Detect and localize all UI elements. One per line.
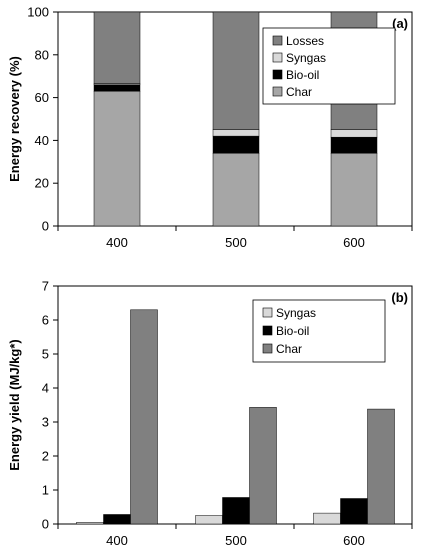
bar-char-500 bbox=[212, 152, 260, 227]
bar-char-600 bbox=[367, 408, 395, 525]
legend-label: Syngas bbox=[286, 51, 326, 65]
legend-swatch bbox=[272, 52, 283, 63]
x-tick-label: 400 bbox=[106, 235, 128, 250]
y-tick-label: 0 bbox=[42, 517, 49, 532]
bar-char-400 bbox=[130, 309, 158, 525]
x-tick-label: 600 bbox=[343, 235, 365, 250]
x-tick-label: 400 bbox=[106, 533, 128, 548]
y-tick-label: 5 bbox=[42, 347, 49, 362]
y-tick-label: 6 bbox=[42, 313, 49, 328]
y-tick-label: 1 bbox=[42, 483, 49, 498]
bar-char-600 bbox=[330, 152, 378, 227]
panel-label: (b) bbox=[391, 290, 408, 305]
legend-label: Bio-oil bbox=[276, 324, 309, 338]
bar-syngas-600 bbox=[313, 512, 341, 525]
y-tick-label: 4 bbox=[42, 381, 49, 396]
legend-swatch bbox=[262, 343, 273, 354]
panel-label: (a) bbox=[392, 16, 408, 31]
legend-label: Bio-oil bbox=[286, 68, 319, 82]
legend-label: Losses bbox=[286, 34, 324, 48]
y-tick-label: 60 bbox=[35, 90, 49, 105]
bar-bio-oil-500 bbox=[222, 497, 250, 525]
legend-label: Syngas bbox=[276, 306, 316, 320]
bar-losses-500 bbox=[212, 11, 260, 130]
x-tick-label: 500 bbox=[225, 235, 247, 250]
bar-syngas-400 bbox=[76, 522, 104, 525]
y-tick-label: 80 bbox=[35, 47, 49, 62]
y-tick-label: 20 bbox=[35, 176, 49, 191]
bar-syngas-600 bbox=[330, 129, 378, 138]
bar-bio-oil-500 bbox=[212, 135, 260, 154]
bar-losses-400 bbox=[93, 11, 141, 84]
y-tick-label: 2 bbox=[42, 449, 49, 464]
bar-bio-oil-600 bbox=[330, 136, 378, 154]
legend-swatch bbox=[262, 325, 273, 336]
y-axis-title: Energy recovery (%) bbox=[7, 56, 22, 182]
y-tick-label: 100 bbox=[27, 5, 49, 20]
y-axis-title: Energy yield (MJ/kg*) bbox=[7, 339, 22, 470]
y-tick-label: 40 bbox=[35, 133, 49, 148]
legend-box bbox=[252, 299, 386, 363]
bar-bio-oil-400 bbox=[93, 84, 141, 92]
x-tick-label: 500 bbox=[225, 533, 247, 548]
bar-bio-oil-400 bbox=[103, 514, 131, 525]
legend-swatch bbox=[272, 86, 283, 97]
bar-char-500 bbox=[249, 407, 277, 525]
chart-energy-recovery: 0 20 40 60 80 100 400 500 600 Energy recovery (%)… bbox=[7, 5, 413, 250]
legend-swatch bbox=[272, 69, 283, 80]
bar-bio-oil-600 bbox=[340, 498, 368, 525]
legend-swatch bbox=[272, 35, 283, 46]
bar-char-400 bbox=[93, 90, 141, 227]
legend-label: Char bbox=[276, 342, 302, 356]
bar-syngas-500 bbox=[195, 515, 223, 525]
x-tick-label: 600 bbox=[343, 533, 365, 548]
chart-energy-yield: 0 1 2 3 4 5 6 7 400 500 600 Energy yield (MJ/kg*) (b… bbox=[7, 279, 413, 548]
bar-syngas-500 bbox=[212, 129, 260, 137]
y-tick-label: 7 bbox=[42, 279, 49, 294]
legend-swatch bbox=[262, 307, 273, 318]
legend-box bbox=[262, 27, 396, 105]
y-tick-label: 0 bbox=[42, 219, 49, 234]
legend-label: Char bbox=[286, 85, 312, 99]
y-tick-label: 3 bbox=[42, 415, 49, 430]
